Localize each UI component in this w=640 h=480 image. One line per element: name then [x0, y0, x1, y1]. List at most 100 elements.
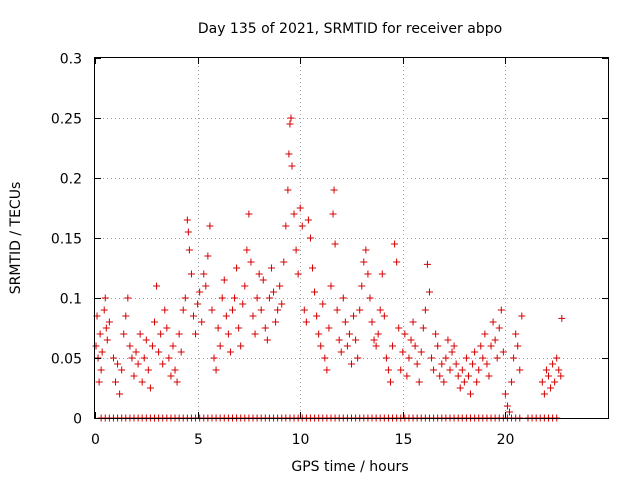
srmtid-point — [450, 342, 458, 350]
srmtid-point — [348, 360, 355, 368]
srmtid-point — [245, 210, 253, 218]
srmtid-point — [241, 282, 249, 290]
srmtid-point — [101, 294, 109, 302]
srmtid-point — [116, 390, 124, 398]
srmtid-point — [249, 312, 257, 320]
srmtid-point — [436, 372, 444, 380]
srmtid-point — [285, 150, 293, 158]
srmtid-point — [462, 354, 470, 362]
srmtid-point — [413, 360, 421, 368]
srmtid-point — [109, 354, 117, 362]
plot-frame — [94, 57, 609, 419]
srmtid-point — [114, 360, 122, 368]
srmtid-point — [444, 336, 452, 344]
srmtid-point — [159, 360, 167, 368]
srmtid-point — [423, 260, 431, 268]
srmtid-point — [430, 366, 438, 374]
srmtid-point — [280, 258, 288, 266]
y-tick-labels: 0 0.05 0.1 0.15 0.2 0.25 0.3 — [51, 52, 82, 428]
srmtid-point — [360, 258, 368, 266]
srmtid-point — [196, 288, 204, 296]
y-tick-label: 0.15 — [51, 232, 82, 248]
srmtid-point — [333, 306, 341, 314]
srmtid-point — [551, 378, 559, 386]
srmtid-point — [181, 294, 189, 302]
srmtid-point — [212, 366, 220, 374]
y-tick-label: 0.05 — [51, 352, 82, 368]
srmtid-point — [294, 270, 302, 278]
srmtid-point — [325, 324, 333, 332]
srmtid-point — [557, 372, 565, 380]
srmtid-point — [112, 378, 120, 386]
srmtid-point — [401, 330, 409, 338]
srmtid-point — [210, 354, 218, 362]
srmtid-point — [356, 306, 364, 314]
x-axis-label: GPS time / hours — [291, 459, 408, 475]
x-tick-label: 5 — [194, 432, 203, 448]
srmtid-point — [222, 312, 230, 320]
srmtid-point — [92, 342, 100, 350]
srmtid-point — [132, 348, 140, 356]
srmtid-point — [415, 378, 423, 386]
srmtid-point — [343, 342, 351, 350]
srmtid-point — [290, 210, 298, 218]
srmtid-point — [456, 384, 464, 392]
chart-title: Day 135 of 2021, SRMTID for receiver abp… — [198, 21, 502, 37]
srmtid-point — [128, 354, 136, 362]
srmtid-point — [483, 360, 491, 368]
srmtid-point — [446, 366, 454, 374]
srmtid-point — [183, 216, 191, 224]
srmtid-point — [97, 366, 105, 374]
grid-lines — [95, 58, 608, 418]
srmtid-point — [96, 330, 104, 338]
srmtid-point — [397, 366, 405, 374]
srmtid-point — [460, 378, 468, 386]
srmtid-point — [243, 246, 251, 254]
srmtid-point — [553, 354, 561, 362]
srmtid-point — [434, 342, 442, 350]
srmtid-point — [391, 240, 399, 248]
srmtid-point — [399, 348, 407, 356]
srmtid-point — [503, 402, 511, 410]
srmtid-point — [163, 324, 171, 332]
srmtid-point — [253, 294, 261, 302]
srmtid-point — [514, 342, 522, 350]
srmtid-point — [102, 324, 110, 332]
srmtid-point — [411, 342, 419, 350]
srmtid-point — [409, 318, 417, 326]
srmtid-point — [235, 324, 243, 332]
data-points — [92, 114, 566, 422]
srmtid-point — [153, 282, 161, 290]
srmtid-point — [370, 336, 378, 344]
srmtid-point — [169, 342, 177, 350]
srmtid-point — [177, 348, 185, 356]
srmtid-point — [306, 234, 314, 242]
srmtid-point — [267, 264, 275, 272]
srmtid-point — [386, 378, 394, 386]
srmtid-point — [467, 390, 475, 398]
srmtid-point — [452, 360, 460, 368]
srmtid-point — [345, 330, 353, 338]
srmtid-point — [341, 318, 349, 326]
srmtid-point — [458, 366, 466, 374]
srmtid-point — [233, 264, 241, 272]
x-tick-label: 0 — [91, 432, 100, 448]
srmtid-point — [171, 366, 179, 374]
srmtid-point — [510, 354, 518, 362]
srmtid-point — [224, 330, 232, 338]
y-tick-label: 0.1 — [60, 292, 82, 308]
srmtid-point — [175, 330, 183, 338]
srmtid-point — [364, 270, 372, 278]
srmtid-point — [300, 306, 308, 314]
y-tick-label: 0.25 — [51, 112, 82, 128]
srmtid-point — [161, 306, 169, 314]
srmtid-point — [228, 306, 236, 314]
srmtid-point — [167, 372, 175, 380]
srmtid-point — [185, 246, 193, 254]
srmtid-point — [405, 354, 413, 362]
srmtid-point — [287, 114, 295, 122]
srmtid-point — [261, 324, 269, 332]
srmtid-point — [124, 294, 132, 302]
srmtid-point — [231, 294, 239, 302]
srmtid-point — [330, 186, 338, 194]
